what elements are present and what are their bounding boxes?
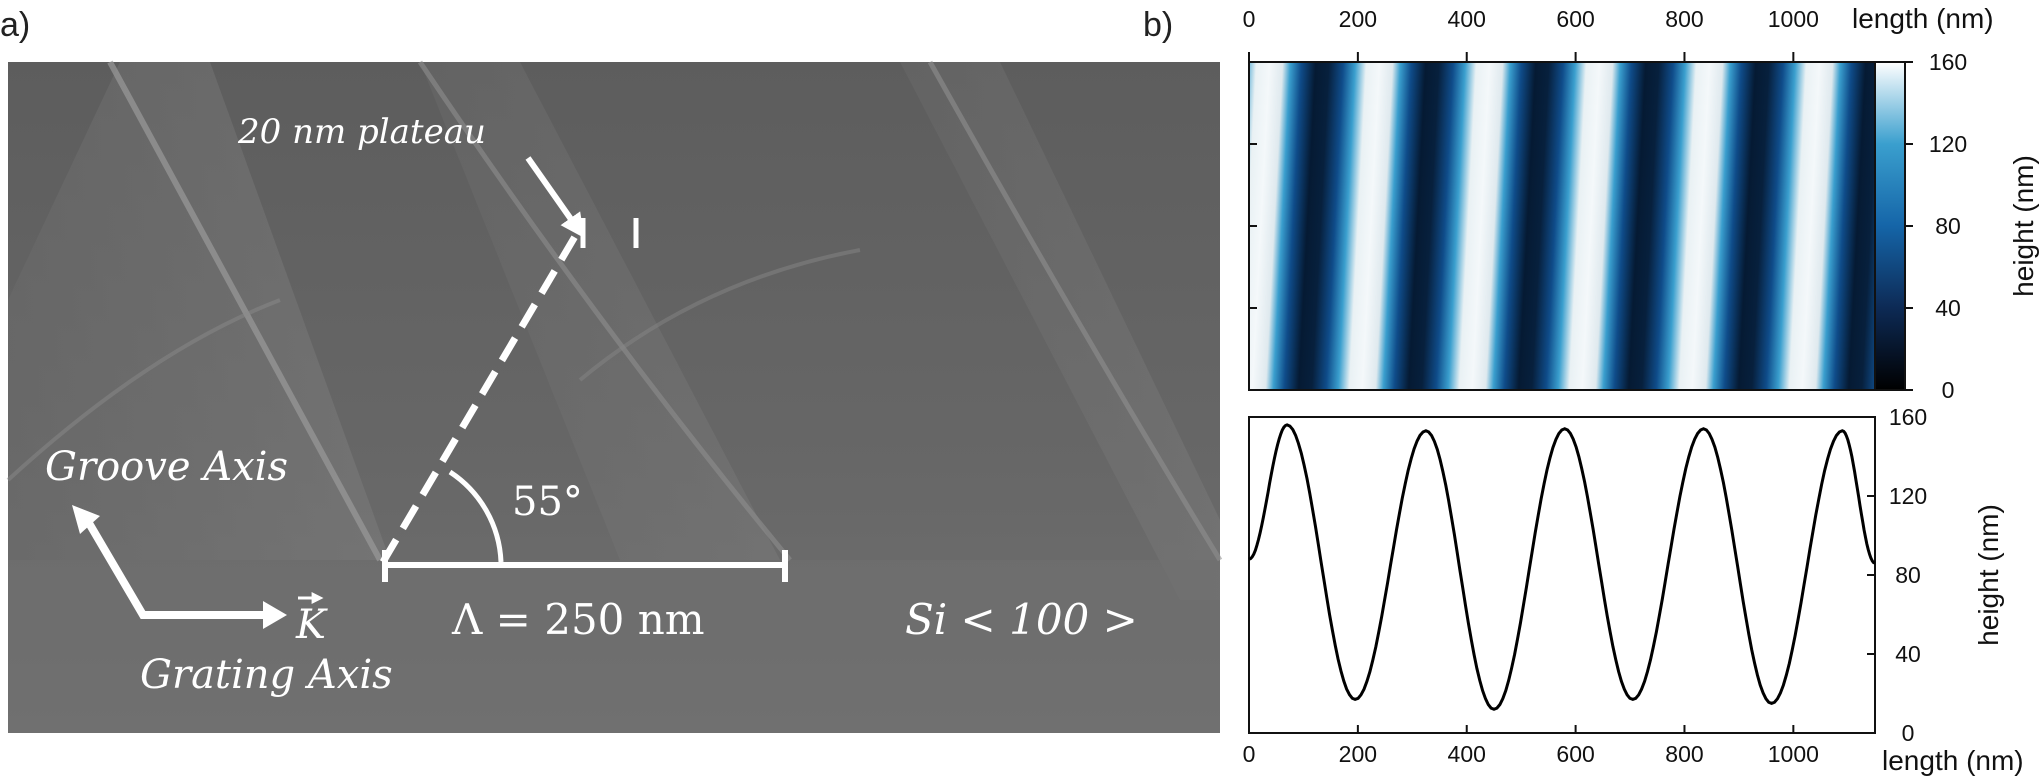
profile-x-tick-label: 1000 [1768,741,1819,767]
sem-lower-region [8,560,1220,733]
plateau-label: 20 nm plateau [237,112,486,152]
profile-x-tick-label: 800 [1665,741,1703,767]
afm-x-tick-label: 800 [1665,6,1703,32]
afm-heatmap: 0 200 400 600 800 1000 length (nm) [1243,3,1994,391]
profile-x-label: length (nm) [1882,745,2024,776]
profile-y-ticks: 0 40 80 120 160 [1867,404,1927,746]
colorbar-ticks: 0 40 80 120 160 [1905,49,1967,403]
colorbar-tick-label: 160 [1929,49,1967,75]
profile-y-tick-label: 0 [1902,720,1915,746]
colorbar-label: height (nm) [2008,155,2039,297]
angle-arc [448,469,504,563]
k-arrow-head [263,601,287,629]
plateau-arrow [525,156,585,238]
profile-x-ticks: 0 200 400 600 800 1000 [1243,725,1819,767]
afm-top-ticks: 0 200 400 600 800 1000 [1243,6,1819,309]
grating-axis-label: Grating Axis [140,652,393,698]
profile-y-tick-label: 40 [1895,641,1921,667]
afm-x-tick-label: 600 [1556,6,1594,32]
sem-annotations: 20 nm plateau 55° Λ = 250 nm Groove Axis… [45,112,1138,698]
sem-edge [578,248,861,382]
period-label: Λ = 250 nm [451,595,705,644]
substrate-label: Si < 100 > [905,595,1138,644]
profile-series-line [1248,423,1876,711]
afm-x-tick-label: 200 [1339,6,1377,32]
profile-plot: 0 200 400 600 800 1000 0 40 80 120 160 length (nm… [1243,404,2024,776]
groove-axis-label: Groove Axis [45,444,288,490]
sem-edge [417,60,792,562]
colorbar-tick-label: 80 [1935,213,1961,239]
afm-x-tick-label: 0 [1243,6,1256,32]
sem-image [6,60,1223,733]
colorbar-tick-label: 40 [1935,295,1961,321]
axes-arrows [82,515,272,619]
afm-x-tick-label: 1000 [1768,6,1819,32]
colorbar-tick-label: 120 [1929,131,1967,157]
profile-x-tick-label: 600 [1556,741,1594,767]
sidewall-dashed-line [379,226,584,564]
sem-edge [927,60,1223,562]
angle-label: 55° [512,479,583,525]
profile-y-tick-label: 80 [1895,562,1921,588]
groove-arrow-head [72,505,100,534]
profile-x-tick-label: 400 [1448,741,1486,767]
profile-y-tick-label: 160 [1889,404,1927,430]
afm-map-image [1249,62,1875,390]
profile-x-tick-label: 200 [1339,741,1377,767]
profile-frame [1248,416,1876,734]
afm-top-axis-label: length (nm) [1852,3,1994,34]
profile-y-label: height (nm) [1973,504,2004,646]
panel-a-label: a) [0,6,30,44]
colorbar: 0 40 80 120 160 height (nm) [1874,49,2039,403]
afm-x-tick-label: 400 [1448,6,1486,32]
sem-ridge-face [8,62,390,560]
profile-x-tick-label: 0 [1243,741,1256,767]
colorbar-gradient [1874,61,1906,391]
k-vector-label: K [295,602,328,648]
panel-b-label: b) [1143,6,1173,44]
profile-y-tick-label: 120 [1889,483,1927,509]
sem-edge [6,298,281,482]
sem-ridge-face [900,62,1220,600]
colorbar-tick-label: 0 [1942,377,1955,403]
